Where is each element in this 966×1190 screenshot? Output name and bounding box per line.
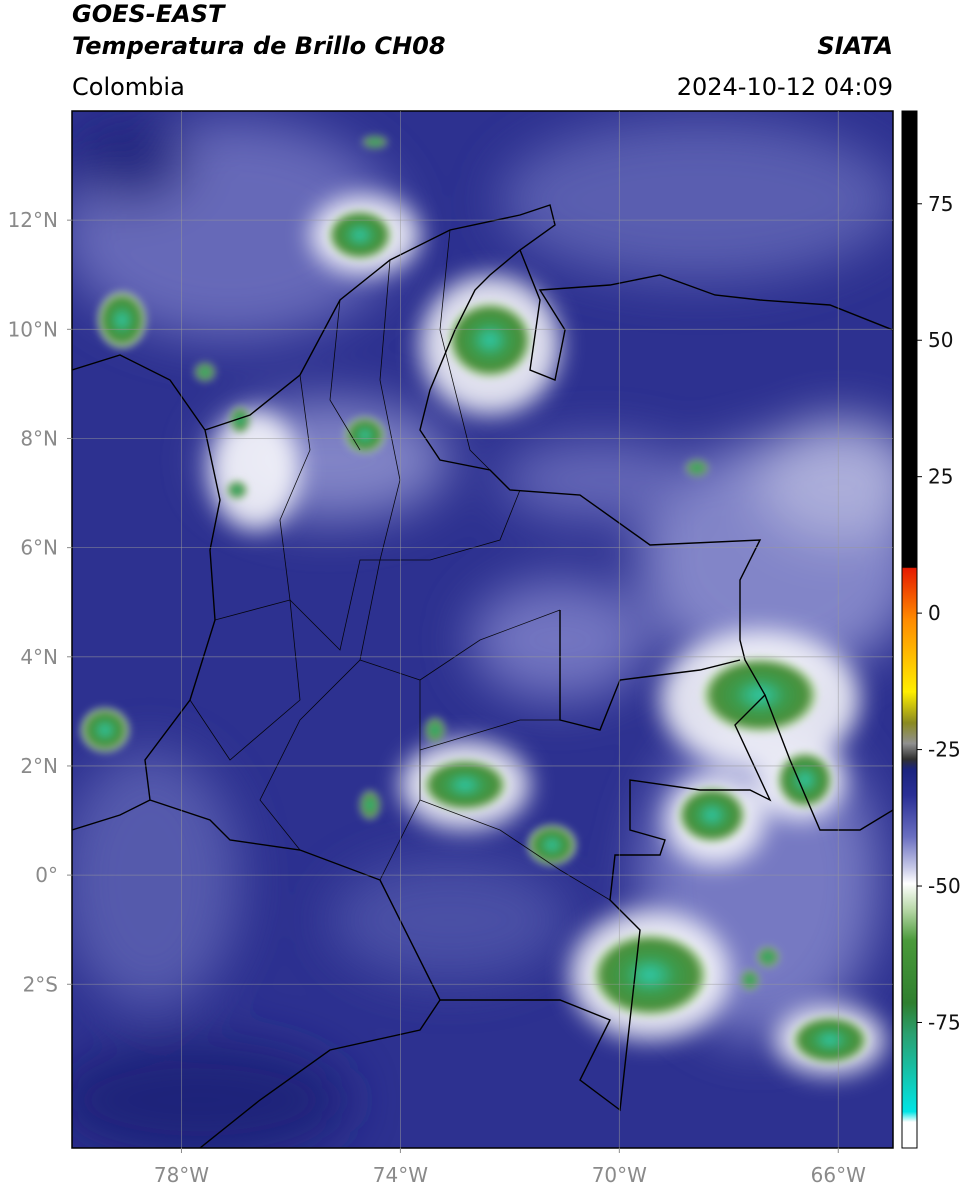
colorbar-label: -25 xyxy=(928,738,961,762)
colorbar-label: -75 xyxy=(928,1010,961,1034)
colorbar-ticks: 75 50 25 0 -25 -50 -75 xyxy=(917,192,961,1034)
title: GOES-EAST xyxy=(72,0,226,28)
colorbar-label: 75 xyxy=(928,192,953,216)
admin-borders xyxy=(189,229,611,901)
graticule xyxy=(72,111,893,1148)
x-tick-label: 70°W xyxy=(592,1163,647,1187)
colorbar-label: 0 xyxy=(928,601,941,625)
x-tick-label: 66°W xyxy=(811,1163,866,1187)
borders xyxy=(72,204,893,1148)
map-image xyxy=(72,111,893,1148)
map-frame xyxy=(71,110,894,1149)
subtitle: Temperatura de Brillo CH08 xyxy=(72,32,446,60)
colorbar xyxy=(901,110,918,1149)
region: Colombia xyxy=(72,73,185,101)
y-tick-label: 10°N xyxy=(8,317,58,341)
colorbar-label: 25 xyxy=(928,465,953,489)
y-tick-label: 8°N xyxy=(20,426,58,450)
x-tick-label: 74°W xyxy=(373,1163,428,1187)
timestamp: 2024-10-12 04:09 xyxy=(677,73,893,101)
colorbar-label: -50 xyxy=(928,874,961,898)
y-tick-label: 12°N xyxy=(8,208,58,232)
source: SIATA xyxy=(817,32,893,60)
axis-labels: 78°W 74°W 70°W 66°W 12°N 10°N 8°N 6°N 4°N 2°N 0° 2°… xyxy=(8,208,867,1187)
y-tick-label: 4°N xyxy=(20,645,58,669)
y-tick-label: 2°S xyxy=(23,972,58,996)
x-tick-label: 78°W xyxy=(154,1163,209,1187)
y-tick-label: 2°N xyxy=(20,754,58,778)
y-tick-label: 0° xyxy=(35,863,58,887)
y-tick-label: 6°N xyxy=(20,536,58,560)
colorbar-label: 50 xyxy=(928,328,953,352)
